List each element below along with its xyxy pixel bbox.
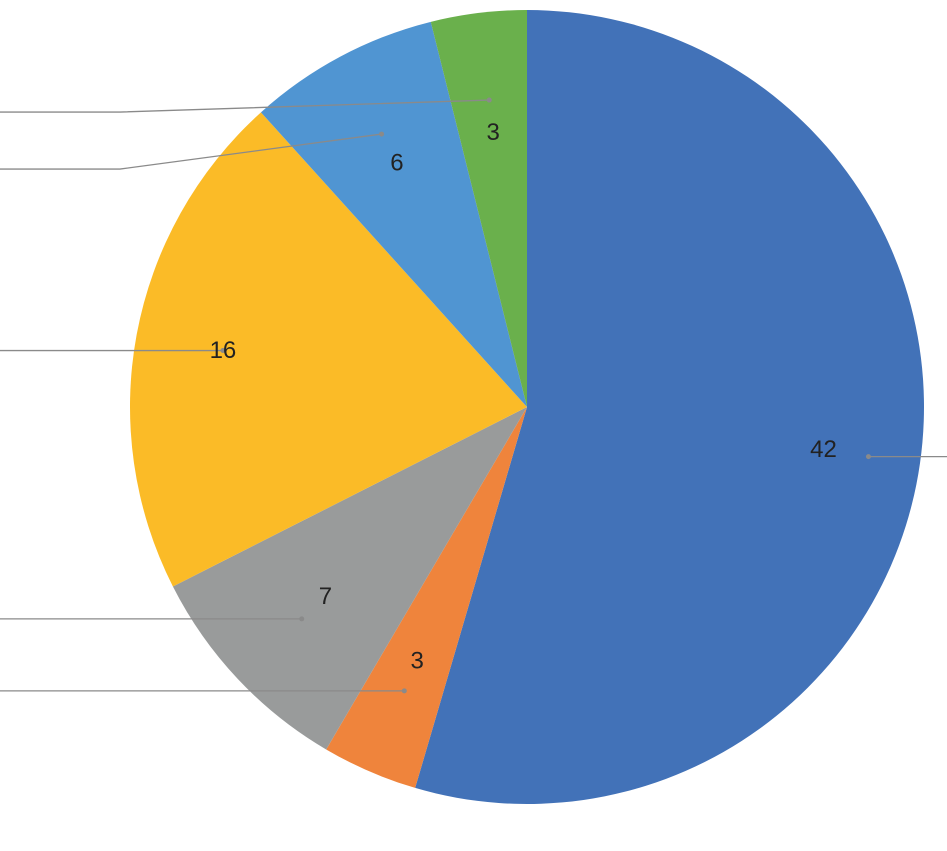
pie-slice-1 <box>326 407 527 788</box>
leader-lines-layer <box>0 97 947 694</box>
pie-slice-2 <box>172 407 527 750</box>
leader-dot-slice-1 <box>401 688 407 694</box>
leader-dot-slice-2 <box>299 616 305 622</box>
pie-slice-4 <box>260 21 527 407</box>
pie-slice-0 <box>415 10 925 805</box>
slices-layer <box>129 10 925 805</box>
leader-line-slice-5 <box>0 99 490 113</box>
data-labels-layer: 42 3 7 16 6 3 <box>210 119 837 675</box>
data-label-slice-4: 6 <box>390 149 403 176</box>
data-label-slice-3: 16 <box>210 337 237 364</box>
leader-dot-slice-0 <box>865 454 871 460</box>
data-label-slice-0: 42 <box>810 436 837 463</box>
data-label-slice-2: 7 <box>319 583 332 610</box>
data-label-slice-1: 3 <box>411 647 424 674</box>
pie-slice-5 <box>430 10 527 407</box>
data-label-slice-5: 3 <box>487 119 500 146</box>
pie-slice-3 <box>129 112 527 587</box>
leader-dot-slice-3 <box>220 348 226 354</box>
leader-line-slice-4 <box>0 133 382 170</box>
leader-dot-slice-5 <box>486 97 492 103</box>
leader-dot-slice-4 <box>379 131 385 137</box>
